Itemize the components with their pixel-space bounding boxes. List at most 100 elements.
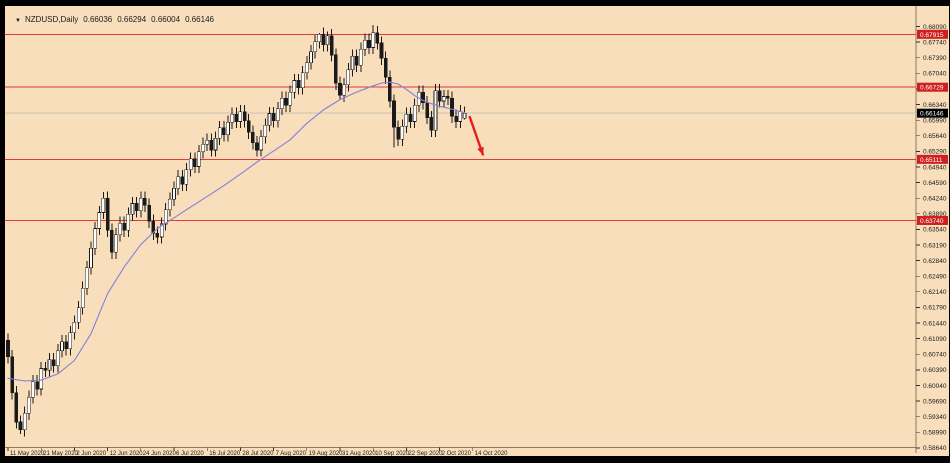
one-click-trading-arrow-icon[interactable]: ▼	[15, 18, 21, 24]
candle-bear	[147, 198, 151, 229]
candle-bull	[139, 191, 143, 218]
price-tick-label: 0.61790	[923, 305, 947, 312]
candle-body	[425, 102, 429, 118]
candle-body	[118, 222, 122, 236]
level-price-tag-text: 0.67915	[920, 32, 944, 39]
candle-body	[234, 114, 239, 122]
candle-body	[89, 247, 93, 269]
candle-body	[313, 41, 317, 53]
candle-bull	[217, 121, 222, 146]
candle-body	[309, 51, 313, 63]
candle-body	[329, 35, 334, 56]
candle-bear	[446, 89, 450, 105]
candle-body	[159, 223, 164, 238]
candle-bull	[184, 162, 189, 192]
candle-bear	[255, 136, 259, 157]
candle-body	[267, 113, 272, 126]
candle-bear	[209, 133, 214, 157]
price-tick-label: 0.66340	[923, 102, 947, 109]
candle-bear	[392, 94, 396, 148]
candle-body	[421, 91, 425, 104]
candle-body	[85, 267, 89, 289]
candle-bull	[404, 107, 409, 134]
candle-body	[122, 222, 126, 231]
candle-body	[379, 42, 384, 59]
price-level-0.65111[interactable]: 0.65111	[5, 154, 948, 164]
time-tick-label: 16 Jul 2020	[209, 451, 241, 456]
time-tick-label: 21 May 2020	[43, 451, 78, 456]
price-tick-label: 0.63540	[923, 227, 947, 234]
candle-bear	[296, 73, 301, 95]
candle-body	[55, 350, 60, 367]
price-tick-label: 0.61090	[923, 336, 947, 343]
candle-bull	[31, 375, 35, 404]
candle-bear	[51, 352, 56, 373]
time-tick-label: 6 Jul 2020	[176, 451, 204, 456]
price-tick-label: 0.67040	[923, 71, 947, 78]
candle-bull	[230, 107, 234, 130]
candle-body	[396, 126, 400, 140]
candle-bull	[441, 89, 446, 108]
candle-bull	[72, 315, 77, 340]
price-chart[interactable]: 0.680900.677400.673900.670400.666900.663…	[5, 6, 949, 456]
candle-bear	[155, 226, 160, 244]
candle-bear	[408, 107, 413, 129]
plot-background	[5, 6, 949, 456]
candle-body	[387, 77, 392, 102]
candle-body	[60, 341, 64, 351]
candle-body	[47, 359, 52, 371]
candle-body	[259, 136, 263, 151]
candle-bull	[76, 301, 81, 329]
price-axis[interactable]: 0.680900.677400.673900.670400.666900.663…	[915, 6, 947, 453]
candle-bull	[259, 129, 263, 157]
candle-bear	[379, 36, 384, 65]
level-price-tag-text: 0.66729	[920, 85, 944, 92]
candle-bull	[288, 85, 293, 113]
candle-body	[14, 392, 19, 423]
candle-bear	[437, 84, 442, 108]
price-level-0.67915[interactable]: 0.67915	[5, 29, 948, 39]
candle-body	[392, 100, 396, 128]
candle-body	[180, 176, 185, 185]
candle-bull	[292, 73, 297, 99]
candle-body	[325, 35, 330, 46]
time-tick-label: 14 Oct 2020	[475, 451, 508, 456]
price-level-0.63740[interactable]: 0.63740	[5, 215, 948, 225]
price-level-0.66729[interactable]: 0.66729	[5, 82, 948, 92]
candle-body	[317, 33, 322, 42]
candle-bull	[163, 203, 168, 231]
candle-bull	[176, 170, 180, 196]
candle-bear	[429, 110, 434, 138]
candle-body	[39, 368, 44, 390]
candle-bear	[329, 29, 334, 62]
candle-bull	[68, 326, 73, 356]
candle-body	[375, 32, 380, 44]
candle-body	[222, 127, 226, 136]
candle-body	[458, 111, 463, 122]
price-tick-label: 0.63890	[923, 211, 947, 218]
candle-bull	[238, 104, 243, 129]
time-tick-label: 2 Oct 2020	[442, 451, 472, 456]
candle-bull	[300, 66, 305, 95]
candle-bull	[93, 221, 97, 255]
candle-bear	[271, 106, 276, 128]
chart-surface[interactable]: 0.680900.677400.673900.670400.666900.663…	[5, 6, 949, 456]
time-tick-label: 11 May 2020	[10, 451, 45, 456]
candle-bear	[222, 121, 226, 142]
forecast-arrow[interactable]	[468, 115, 485, 156]
candle-bear	[367, 33, 371, 55]
level-price-tag-text: 0.63740	[920, 218, 944, 225]
price-tick-label: 0.64240	[923, 195, 947, 202]
candle-bear	[151, 214, 156, 241]
candle-body	[134, 203, 139, 211]
candle-bull	[201, 137, 205, 159]
candle-body	[462, 112, 467, 119]
candle-body	[105, 197, 110, 231]
candle-bear	[354, 49, 359, 72]
price-tick-label: 0.58990	[923, 430, 947, 437]
candle-body	[371, 32, 376, 48]
candle-body	[358, 48, 363, 66]
price-tick-label: 0.59340	[923, 414, 947, 421]
candle-body	[51, 359, 56, 367]
